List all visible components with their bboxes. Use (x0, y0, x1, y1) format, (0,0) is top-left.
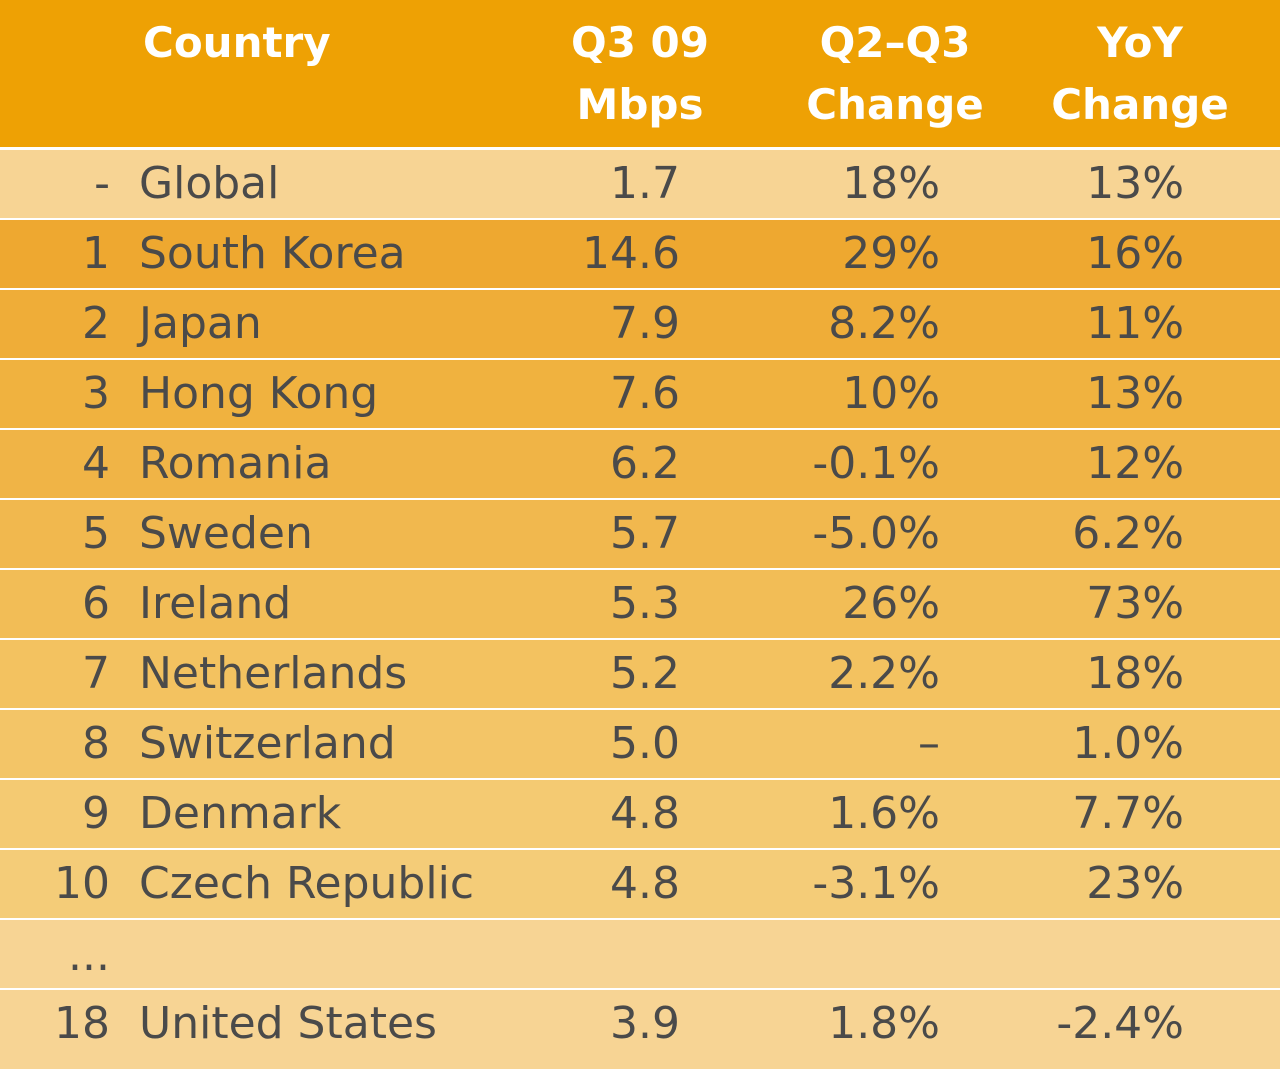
country-cell: Sweden (139, 508, 313, 559)
q2q3-change-cell (760, 920, 940, 988)
table-row: 8 Switzerland 5.0 – 1.0% (0, 710, 1280, 780)
mbps-cell: 6.2 (610, 438, 680, 489)
yoy-change-cell: 73% (1086, 578, 1184, 629)
country-cell: Denmark (139, 788, 342, 839)
mbps-cell: 5.3 (610, 578, 680, 629)
rank-cell: 18 (54, 998, 110, 1049)
rank-cell: 10 (54, 858, 110, 909)
rank-cell: 5 (82, 508, 110, 559)
mbps-cell: 5.2 (610, 648, 680, 699)
yoy-change-cell: -2.4% (1056, 998, 1184, 1049)
country-cell: United States (139, 998, 437, 1049)
mbps-cell: 4.8 (610, 788, 680, 839)
table-row: 4 Romania 6.2 -0.1% 12% (0, 430, 1280, 500)
country-cell: Japan (139, 298, 262, 349)
header-mbps-line2: Mbps (576, 80, 704, 129)
table-row: 1 South Korea 14.6 29% 16% (0, 220, 1280, 290)
yoy-change-cell: 7.7% (1072, 788, 1184, 839)
mbps-cell: 3.9 (610, 998, 680, 1049)
table-row: 10 Czech Republic 4.8 -3.1% 23% (0, 850, 1280, 920)
q2q3-change-cell: 1.8% (828, 998, 940, 1049)
header-q2q3: Q2–Q3 Change (790, 12, 1000, 136)
q2q3-change-cell: 10% (842, 368, 940, 419)
country-cell: Romania (139, 438, 332, 489)
mbps-cell: 7.9 (610, 298, 680, 349)
mbps-cell: 5.7 (610, 508, 680, 559)
q2q3-change-cell: 1.6% (828, 788, 940, 839)
mbps-cell: 7.6 (610, 368, 680, 419)
rank-cell: 8 (82, 718, 110, 769)
country-cell: Czech Republic (139, 858, 475, 909)
table-row: - Global 1.7 18% 13% (0, 150, 1280, 220)
q2q3-change-cell: – (918, 718, 940, 769)
mbps-cell (500, 920, 680, 988)
q2q3-change-cell: -0.1% (812, 438, 940, 489)
rank-cell: ... (68, 930, 110, 981)
q2q3-change-cell: 8.2% (828, 298, 940, 349)
mbps-cell: 14.6 (582, 228, 680, 279)
rank-cell: 6 (82, 578, 110, 629)
mbps-cell: 4.8 (610, 858, 680, 909)
yoy-change-cell: 18% (1086, 648, 1184, 699)
q2q3-change-cell: -3.1% (812, 858, 940, 909)
country-cell: Global (139, 158, 280, 209)
yoy-change-cell: 12% (1086, 438, 1184, 489)
q2q3-change-cell: 29% (842, 228, 940, 279)
table-header: Country Q3 09 Mbps Q2–Q3 Change YoY Chan… (0, 0, 1280, 150)
yoy-change-cell: 13% (1086, 368, 1184, 419)
q2q3-change-cell: 26% (842, 578, 940, 629)
yoy-change-cell: 13% (1086, 158, 1184, 209)
header-mbps: Q3 09 Mbps (540, 12, 740, 136)
country-cell: Netherlands (139, 648, 408, 699)
rank-cell: 9 (82, 788, 110, 839)
table-row: 2 Japan 7.9 8.2% 11% (0, 290, 1280, 360)
yoy-change-cell: 16% (1086, 228, 1184, 279)
table-body: - Global 1.7 18% 13% 1 South Korea 14.6 29% 16% 2 J… (0, 150, 1280, 1058)
yoy-change-cell: 6.2% (1072, 508, 1184, 559)
yoy-change-cell: 1.0% (1072, 718, 1184, 769)
table-row: 3 Hong Kong 7.6 10% 13% (0, 360, 1280, 430)
country-cell: Switzerland (139, 718, 396, 769)
rank-cell: 4 (82, 438, 110, 489)
yoy-change-cell: 23% (1086, 858, 1184, 909)
yoy-change-cell: 11% (1086, 298, 1184, 349)
country-cell: South Korea (139, 228, 406, 279)
q2q3-change-cell: -5.0% (812, 508, 940, 559)
q2q3-change-cell: 2.2% (828, 648, 940, 699)
header-yoy-line2: Change (1051, 80, 1229, 129)
header-yoy-line1: YoY (1097, 18, 1183, 67)
table-row: 9 Denmark 4.8 1.6% 7.7% (0, 780, 1280, 850)
header-mbps-line1: Q3 09 (571, 18, 709, 67)
header-q2q3-line1: Q2–Q3 (819, 18, 971, 67)
country-cell: Hong Kong (139, 368, 379, 419)
mbps-cell: 5.0 (610, 718, 680, 769)
rank-cell: 1 (82, 228, 110, 279)
table-row: ... (0, 920, 1280, 990)
rank-cell: 3 (82, 368, 110, 419)
header-country: Country (143, 18, 331, 67)
table-row: 18 United States 3.9 1.8% -2.4% (0, 990, 1280, 1058)
header-yoy: YoY Change (1040, 12, 1240, 136)
q2q3-change-cell: 18% (842, 158, 940, 209)
table-row: 6 Ireland 5.3 26% 73% (0, 570, 1280, 640)
table-row: 7 Netherlands 5.2 2.2% 18% (0, 640, 1280, 710)
rank-cell: - (94, 158, 110, 209)
yoy-change-cell (1000, 920, 1184, 988)
mbps-cell: 1.7 (610, 158, 680, 209)
table-row: 5 Sweden 5.7 -5.0% 6.2% (0, 500, 1280, 570)
header-q2q3-line2: Change (806, 80, 984, 129)
rank-cell: 7 (82, 648, 110, 699)
rank-cell: 2 (82, 298, 110, 349)
country-cell: Ireland (139, 578, 292, 629)
